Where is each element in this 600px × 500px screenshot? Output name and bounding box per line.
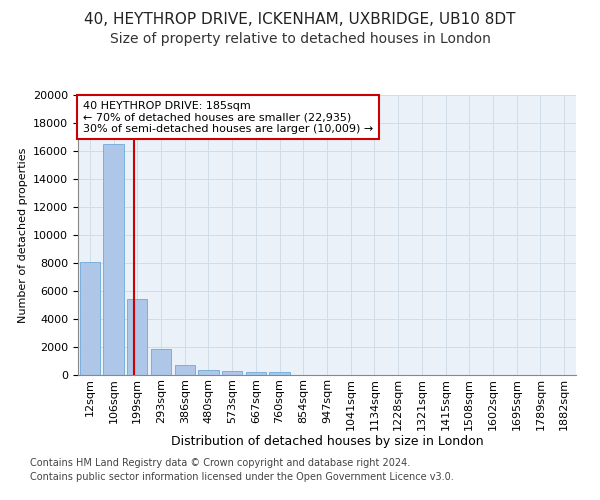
Bar: [103, 144, 124, 375]
Text: Contains public sector information licensed under the Open Government Licence v3: Contains public sector information licen…: [30, 472, 454, 482]
Text: Contains HM Land Registry data © Crown copyright and database right 2024.: Contains HM Land Registry data © Crown c…: [30, 458, 410, 468]
Bar: [127, 300, 148, 375]
Bar: [269, 372, 290, 375]
Bar: [151, 349, 171, 375]
Y-axis label: Number of detached properties: Number of detached properties: [17, 148, 28, 322]
Bar: [222, 371, 242, 375]
Bar: [199, 370, 218, 375]
Bar: [175, 364, 195, 375]
Bar: [246, 372, 266, 375]
Text: 40 HEYTHROP DRIVE: 185sqm
← 70% of detached houses are smaller (22,935)
30% of s: 40 HEYTHROP DRIVE: 185sqm ← 70% of detac…: [83, 100, 373, 134]
X-axis label: Distribution of detached houses by size in London: Distribution of detached houses by size …: [170, 436, 484, 448]
Bar: [80, 262, 100, 375]
Text: Size of property relative to detached houses in London: Size of property relative to detached ho…: [110, 32, 490, 46]
Text: 40, HEYTHROP DRIVE, ICKENHAM, UXBRIDGE, UB10 8DT: 40, HEYTHROP DRIVE, ICKENHAM, UXBRIDGE, …: [84, 12, 516, 28]
